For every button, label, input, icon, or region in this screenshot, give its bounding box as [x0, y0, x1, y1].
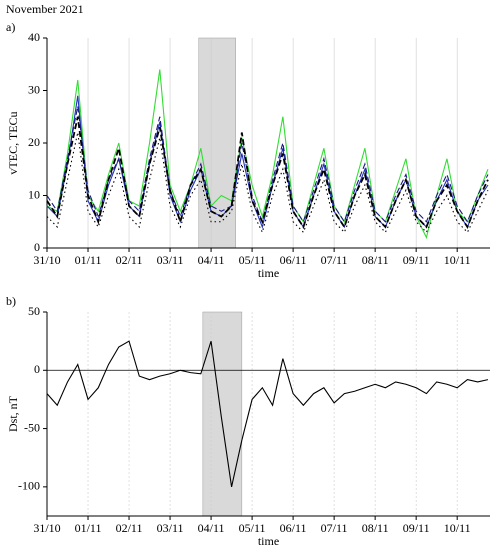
y-tick-label: 0	[34, 240, 40, 254]
x-axis-label: time	[258, 534, 279, 548]
x-tick-label: 04/11	[198, 521, 225, 535]
y-tick-label: -100	[18, 479, 40, 493]
y-tick-label: 20	[28, 135, 40, 149]
x-tick-label: 03/11	[157, 253, 184, 267]
x-tick-label: 08/11	[362, 253, 389, 267]
x-tick-label: 03/11	[157, 521, 184, 535]
y-axis-label: Dst, nT	[6, 395, 20, 432]
x-tick-label: 07/11	[321, 521, 348, 535]
y-tick-label: 30	[28, 82, 40, 96]
x-tick-label: 05/11	[239, 521, 266, 535]
y-tick-label: -50	[24, 420, 40, 434]
line-series	[46, 106, 489, 224]
shaded-interval	[202, 311, 243, 517]
shaded-interval	[198, 37, 236, 249]
x-tick-label: 04/11	[198, 253, 225, 267]
y-tick-label: 40	[28, 30, 40, 44]
y-tick-label: 50	[28, 304, 40, 318]
x-tick-label: 07/11	[321, 253, 348, 267]
x-tick-label: 31/10	[33, 253, 60, 267]
x-tick-label: 31/10	[33, 521, 60, 535]
x-tick-label: 06/11	[280, 253, 307, 267]
x-tick-label: 06/11	[280, 521, 307, 535]
x-tick-label: 01/11	[75, 253, 102, 267]
x-tick-label: 09/11	[403, 521, 430, 535]
panel-label: a)	[6, 20, 15, 34]
x-tick-label: 05/11	[239, 253, 266, 267]
x-tick-label: 08/11	[362, 521, 389, 535]
x-tick-label: 01/11	[75, 521, 102, 535]
panel-label: b)	[6, 294, 16, 308]
line-series	[46, 340, 489, 487]
line-series	[46, 116, 489, 230]
x-tick-label: 02/11	[116, 521, 143, 535]
x-tick-label: 10/11	[444, 521, 471, 535]
x-tick-label: 02/11	[116, 253, 143, 267]
x-axis-label: time	[258, 266, 279, 280]
y-tick-label: 0	[34, 362, 40, 376]
x-tick-label: 09/11	[403, 253, 430, 267]
y-axis-label: vTEC, TECu	[6, 111, 20, 174]
y-tick-label: 10	[28, 187, 40, 201]
x-tick-label: 10/11	[444, 253, 471, 267]
figure-title: November 2021	[6, 2, 84, 16]
